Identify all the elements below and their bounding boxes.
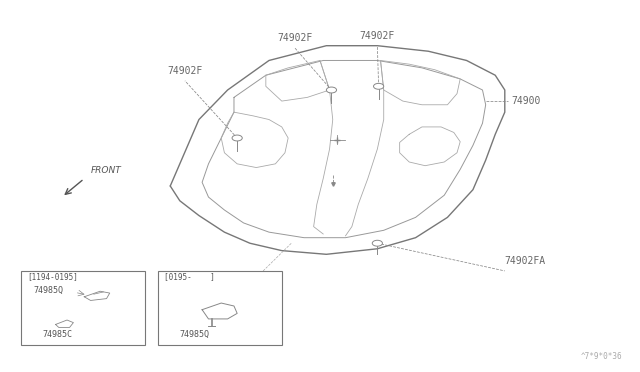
Bar [20,271,145,345]
Text: 74902F: 74902F [277,33,312,43]
Text: 74985Q: 74985Q [180,330,210,339]
Text: [1194-0195]: [1194-0195] [27,272,77,281]
Text: FRONT: FRONT [91,166,122,175]
Text: 74902FA: 74902FA [505,256,546,266]
Text: 74985Q: 74985Q [33,286,63,295]
Text: 74902F: 74902F [360,31,395,41]
Text: [0195-    ]: [0195- ] [164,272,215,281]
Circle shape [326,87,337,93]
Text: ^7*9*0*36: ^7*9*0*36 [581,352,623,361]
Text: 74900: 74900 [511,96,541,106]
Circle shape [372,240,383,246]
Circle shape [232,135,243,141]
Circle shape [374,83,384,89]
Text: 74985C: 74985C [43,330,73,339]
Bar [157,271,282,345]
Text: 74902F: 74902F [167,66,202,76]
